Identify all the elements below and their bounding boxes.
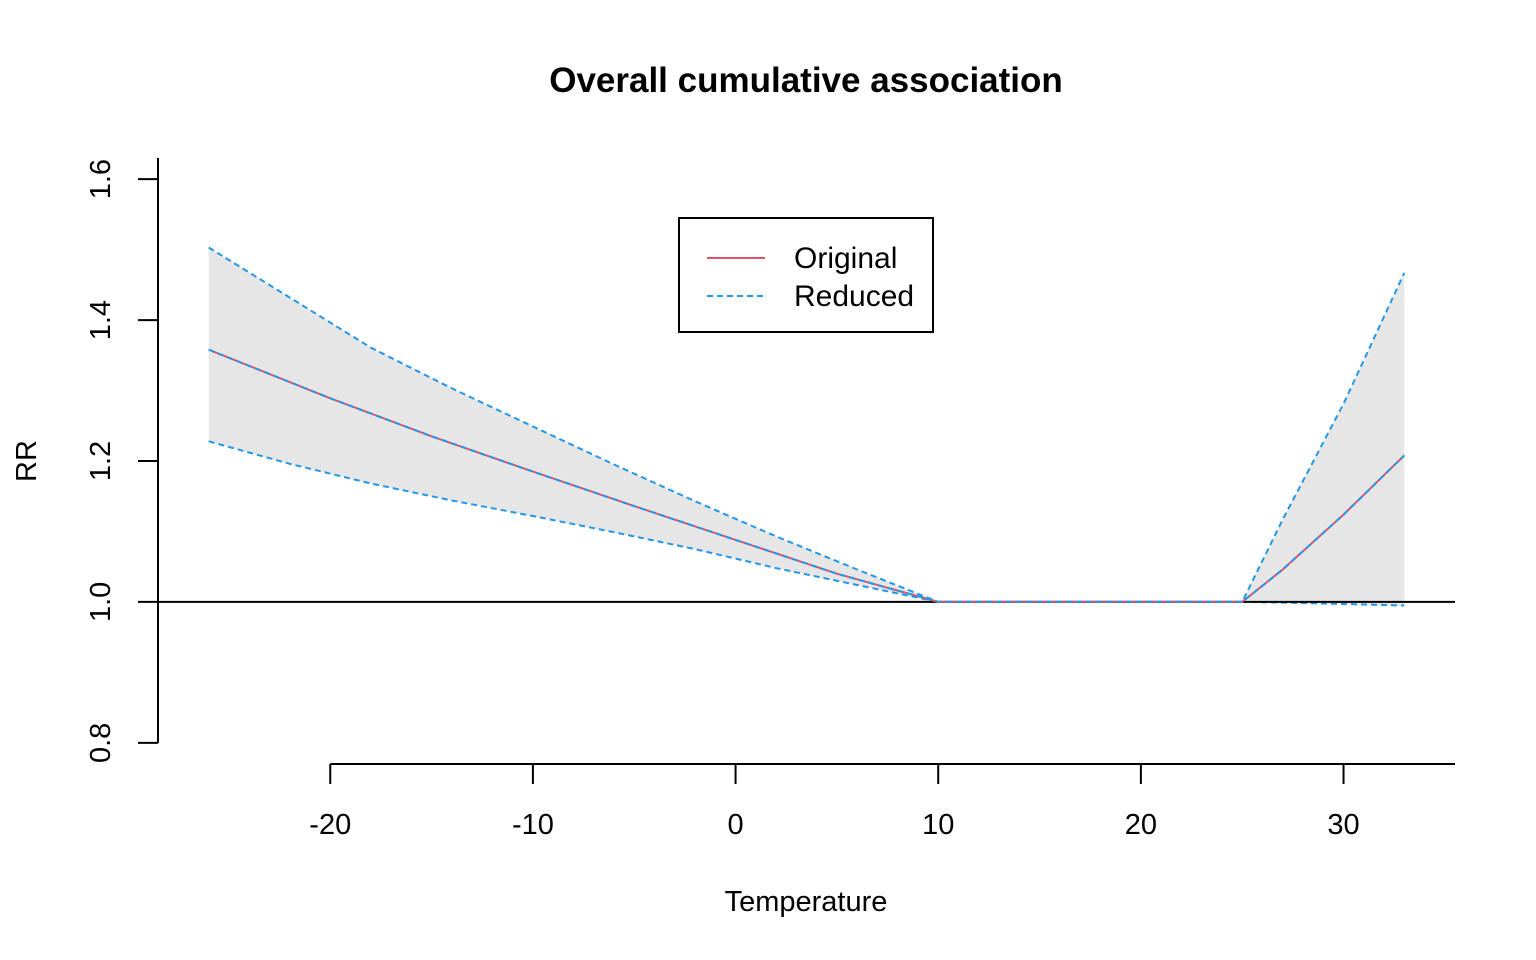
y-tick-label: 1.2 (85, 441, 117, 481)
y-tick-label: 1.4 (85, 300, 117, 340)
legend-box (678, 217, 934, 333)
x-axis-title: Temperature (725, 886, 888, 918)
legend-label-original: Original (794, 242, 897, 275)
x-tick-label: 0 (728, 809, 744, 841)
y-tick-label: 1.0 (85, 582, 117, 622)
confidence-upper-line (208, 246, 1406, 603)
y-tick-label: 0.8 (85, 723, 117, 763)
confidence-band (208, 247, 1405, 606)
x-tick-label: 20 (1125, 809, 1157, 841)
x-tick-label: 10 (922, 809, 954, 841)
chart-title: Overall cumulative association (549, 61, 1063, 100)
x-tick-label: 30 (1327, 809, 1359, 841)
y-axis-title: RR (11, 440, 43, 482)
x-tick-label: -20 (309, 809, 351, 841)
legend-label-reduced: Reduced (794, 280, 914, 313)
y-tick-label: 1.6 (85, 159, 117, 199)
legend: Original Reduced (678, 217, 934, 333)
x-tick-label: -10 (512, 809, 554, 841)
series-line-original (208, 348, 1405, 603)
axes: -20 -10 0 10 20 30 0.8 1.0 1.2 1.4 1.6 (85, 158, 1455, 841)
series-layer (208, 348, 1405, 603)
